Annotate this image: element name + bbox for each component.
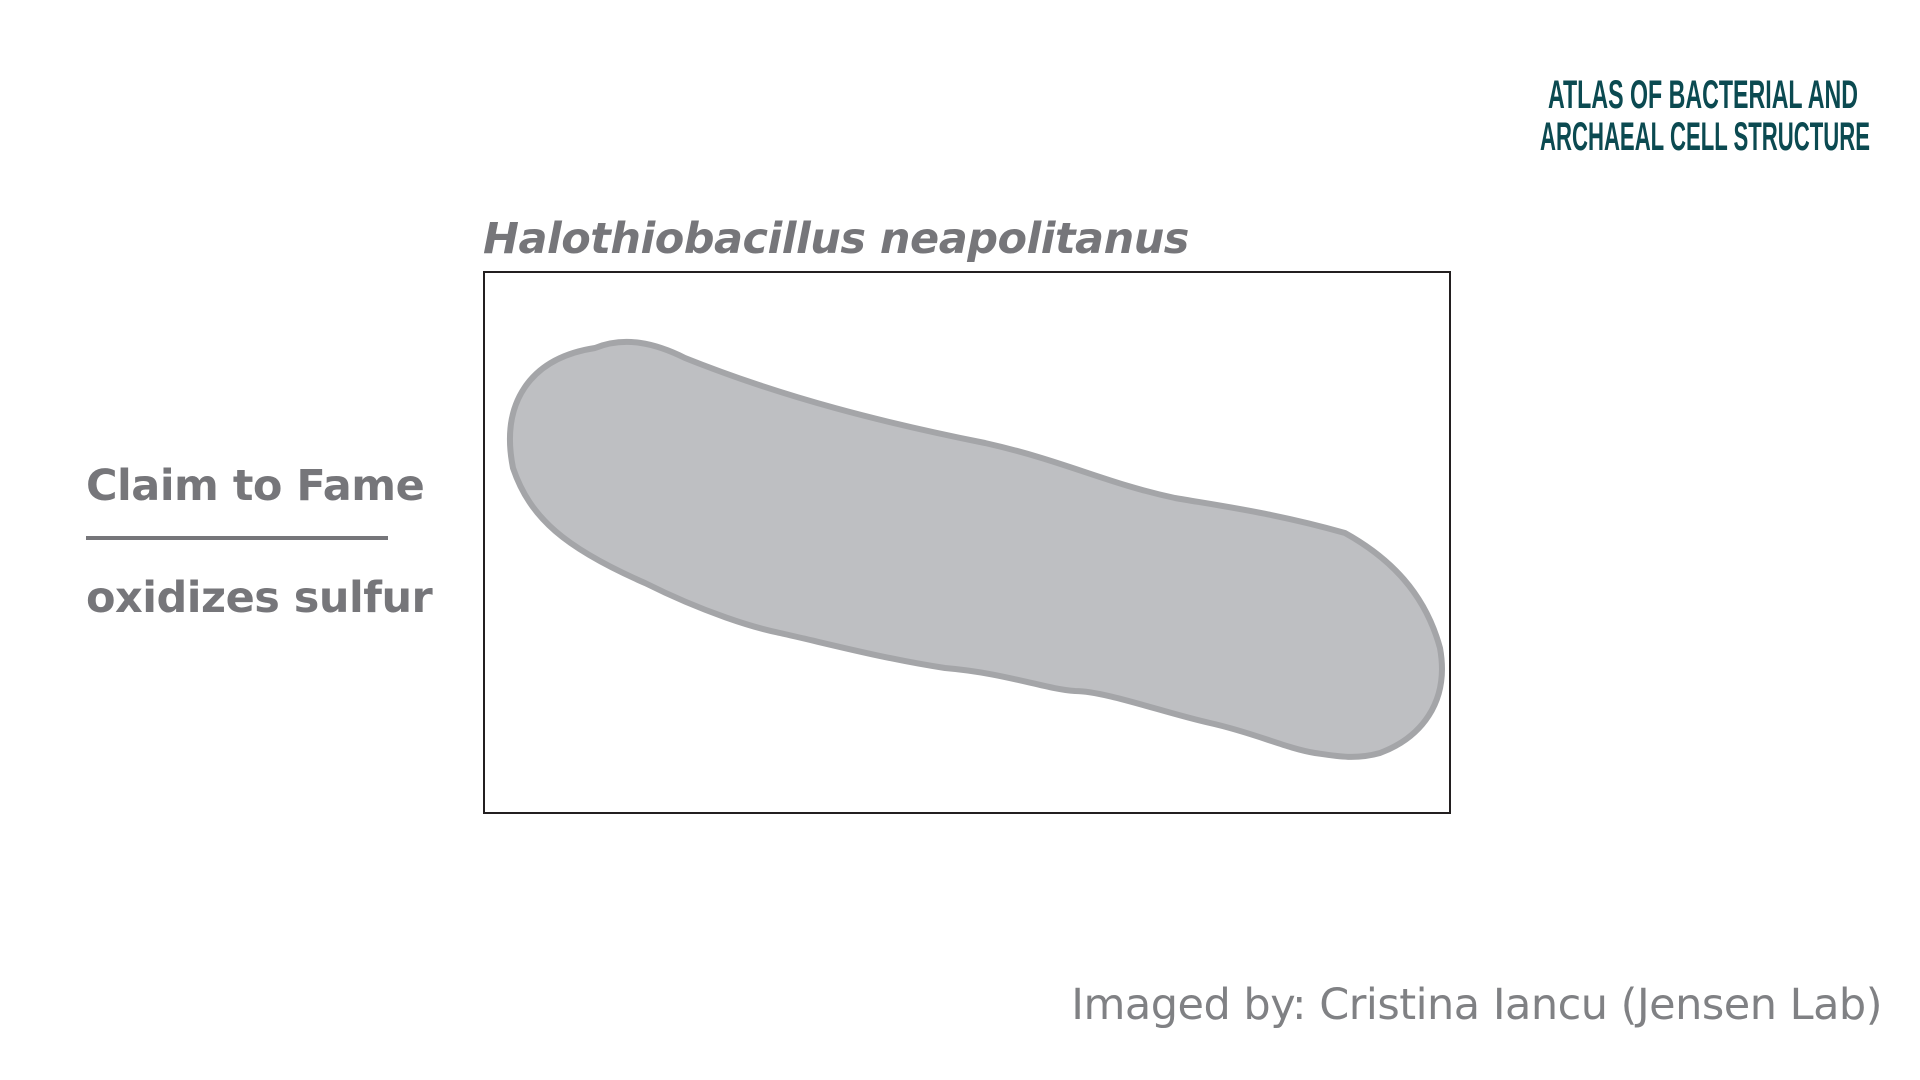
atlas-logo: ATLAS OF BACTERIAL AND ARCHAEAL CELL STR… [1540, 58, 1880, 158]
logo-line-2: ARCHAEAL CELL STRUCTURE [1540, 115, 1870, 158]
atlas-logo-wordmark: ATLAS OF BACTERIAL AND ARCHAEAL CELL STR… [1540, 73, 1870, 158]
cell-illustration [507, 339, 1445, 760]
image-credit: Imaged by: Cristina Iancu (Jensen Lab) [1071, 980, 1882, 1030]
logo-line-1: ATLAS OF BACTERIAL AND [1548, 73, 1858, 117]
cell-body [507, 339, 1445, 760]
cell-illustration-frame [483, 271, 1451, 814]
species-title: Halothiobacillus neapolitanus [483, 214, 1189, 264]
claim-heading: Claim to Fame [86, 461, 425, 511]
claim-to-fame-panel: Claim to Fame oxidizes sulfur [86, 456, 433, 628]
claim-value: oxidizes sulfur [86, 573, 433, 623]
claim-divider [86, 536, 388, 540]
